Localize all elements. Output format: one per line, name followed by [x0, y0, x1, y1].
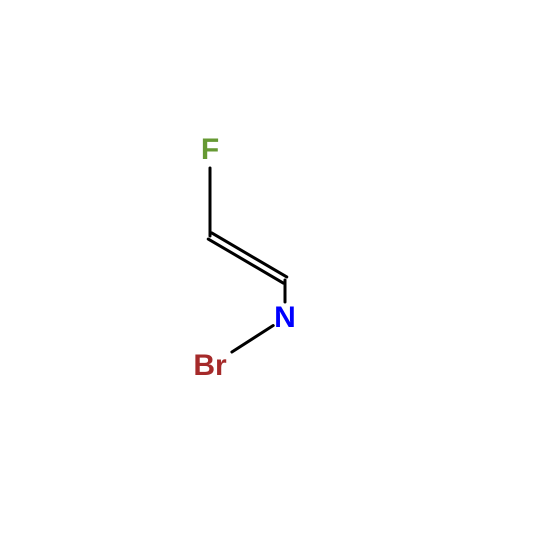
- bond-layer: [0, 0, 533, 533]
- atom-nitrogen: N: [274, 301, 296, 335]
- molecule-diagram: F N Br: [0, 0, 533, 533]
- atom-bromine: Br: [193, 349, 226, 383]
- atom-fluorine: F: [201, 133, 219, 167]
